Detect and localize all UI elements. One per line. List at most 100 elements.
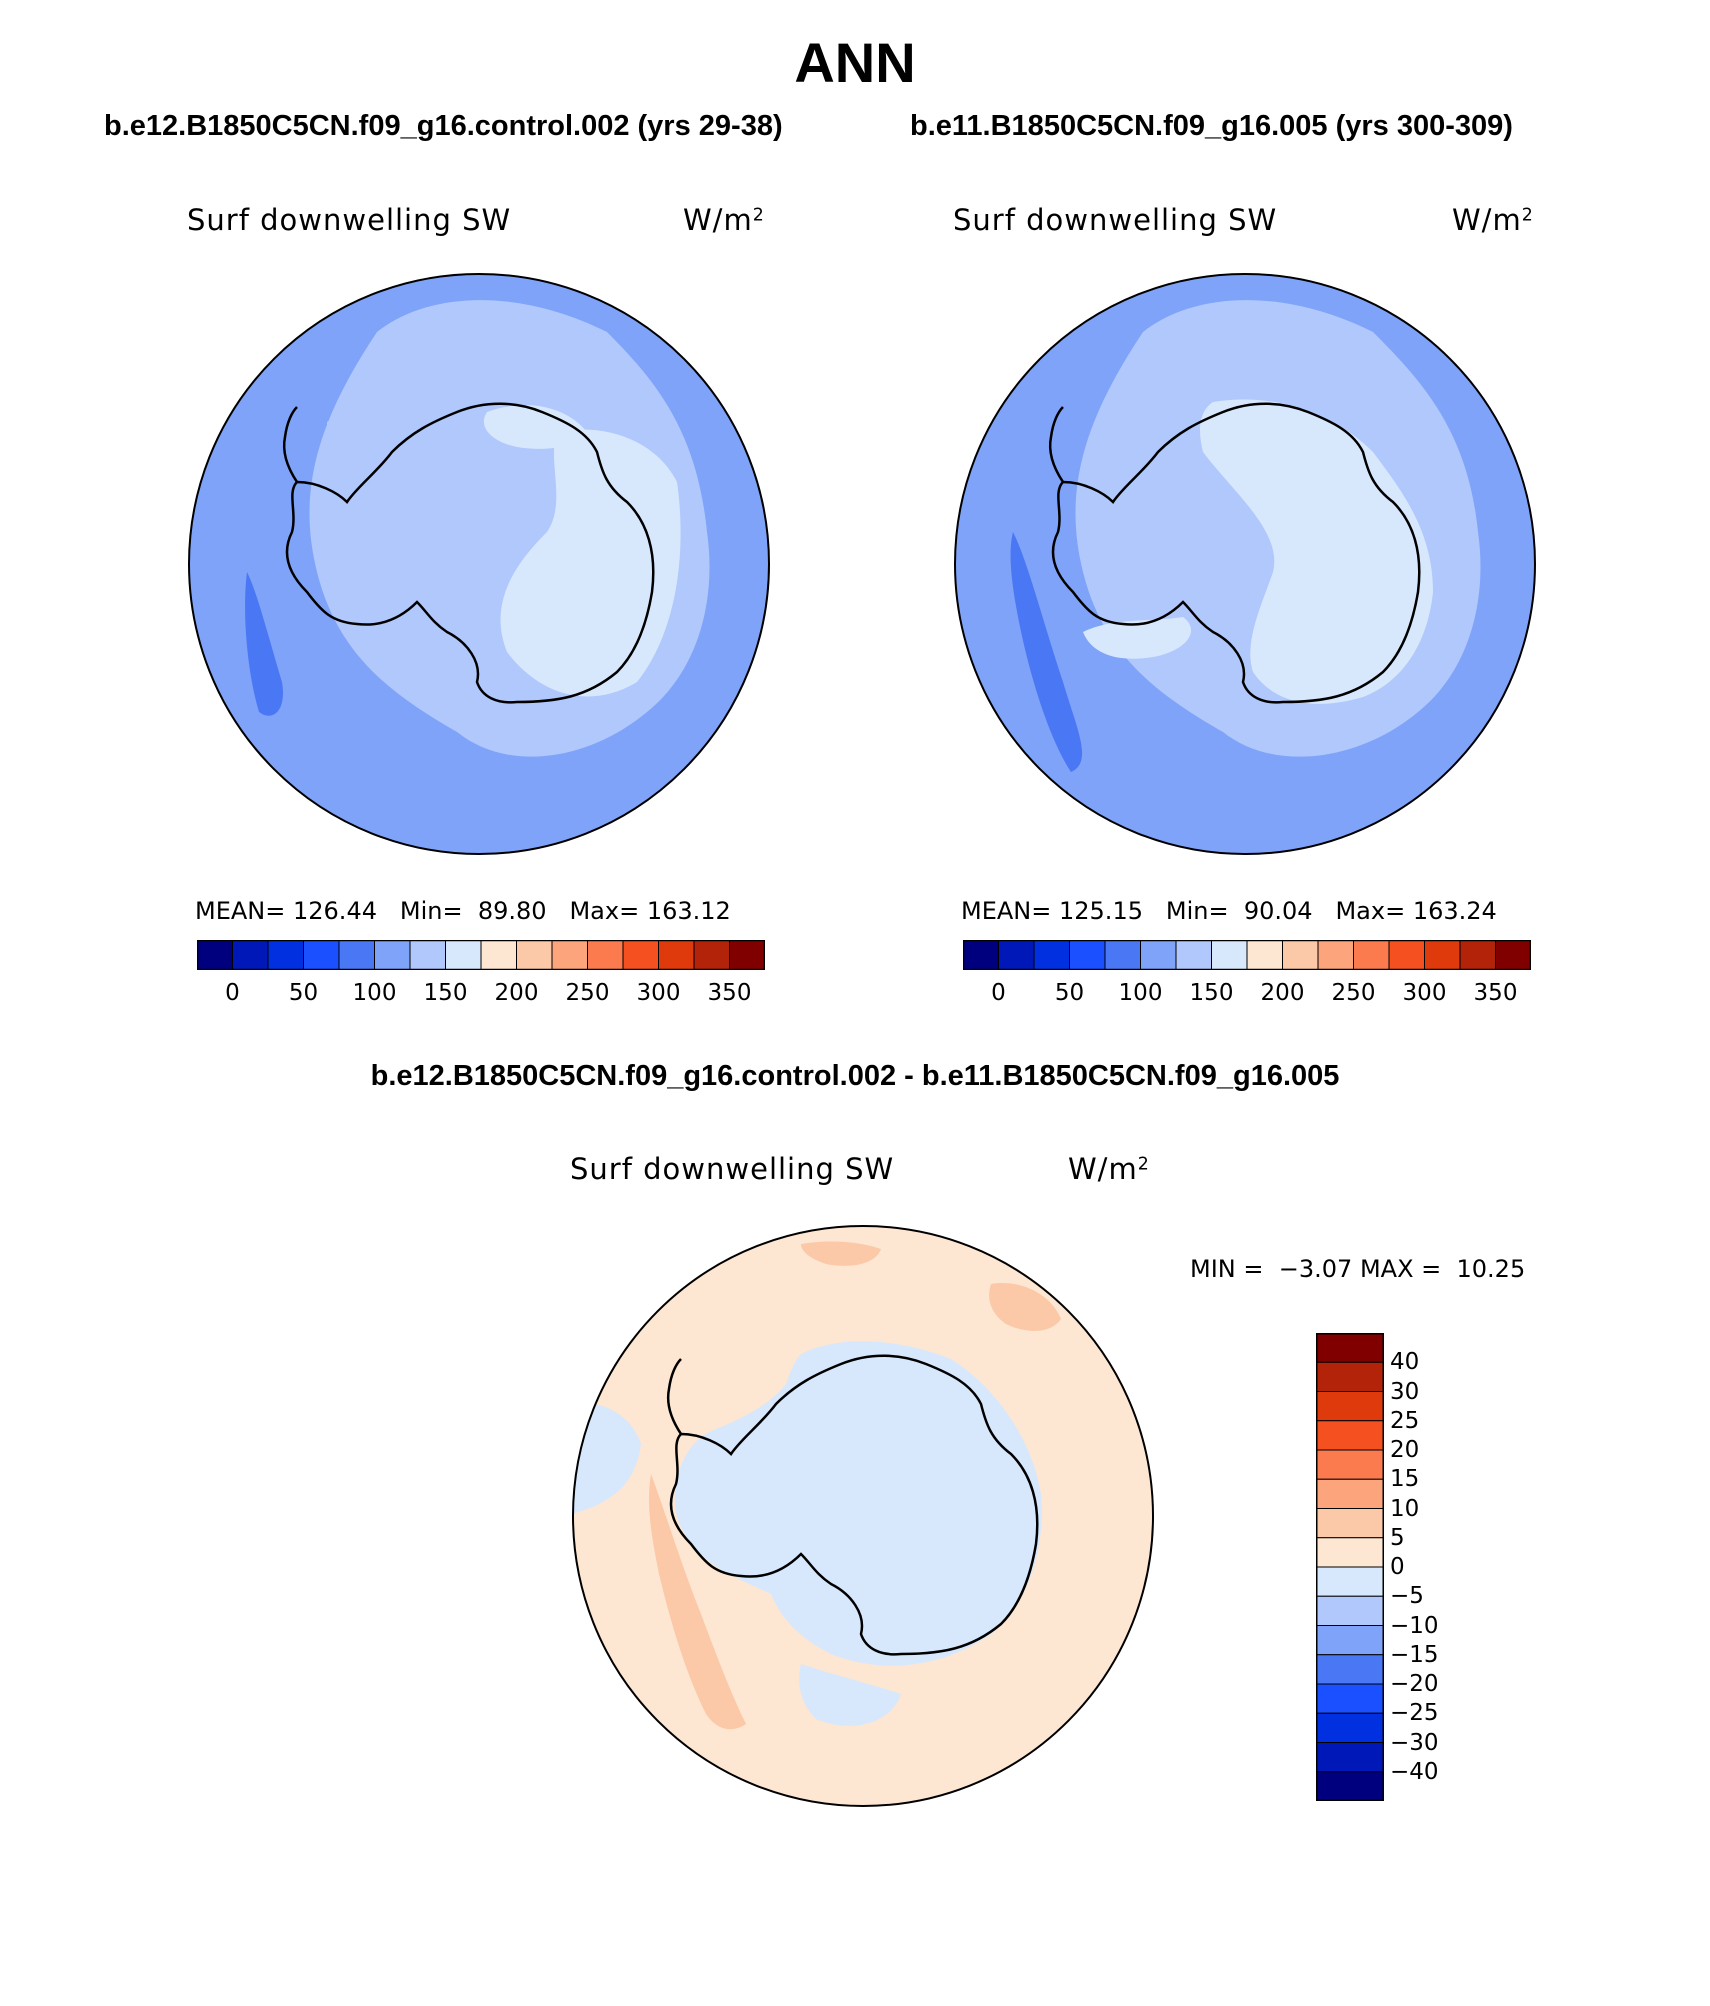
stats-left: MEAN= 126.44 Min= 89.80 Max= 163.12 <box>195 897 731 925</box>
colorbar-tick-label: 25 <box>1390 1407 1420 1434</box>
colorbar-frame <box>963 940 1531 970</box>
units-label-right: W/m2 <box>1452 203 1534 237</box>
coastline <box>285 402 655 704</box>
peninsula <box>1048 406 1065 483</box>
colorbar-box <box>1316 1712 1384 1743</box>
colorbar-box <box>409 940 446 970</box>
colorbar-tick-label: −15 <box>1390 1641 1439 1668</box>
colorbar-box <box>1175 940 1212 970</box>
colorbar-tick-label: 40 <box>1390 1349 1420 1376</box>
map-border <box>188 273 770 855</box>
colorbar-ticks-left: 0 50 100 150 200 250 300 350 <box>197 980 765 1010</box>
colorbar-box <box>1316 1683 1384 1714</box>
colorbar-tick-label: 350 <box>707 980 752 1006</box>
colorbar-tick-label: 5 <box>1390 1524 1405 1551</box>
low-pocket <box>1010 532 1083 772</box>
colorbar-frame <box>197 940 765 970</box>
diff-positive-patch-ne <box>989 1283 1061 1331</box>
colorbar-tick-label: 250 <box>1331 980 1376 1006</box>
colorbar-box <box>1495 940 1531 970</box>
colorbar-box <box>1316 1361 1384 1392</box>
colorbar-left <box>197 940 765 970</box>
plateau-field <box>1200 399 1433 704</box>
map-border <box>572 1225 1154 1807</box>
colorbar-tick-label: −40 <box>1390 1758 1439 1785</box>
plateau-field-east <box>500 429 681 697</box>
colorbar-box <box>374 940 411 970</box>
colorbar-box <box>1316 1771 1384 1801</box>
coastline <box>669 1354 1039 1656</box>
colorbar-tick-label: 300 <box>636 980 681 1006</box>
colorbar-box <box>1316 1508 1384 1539</box>
colorbar-box <box>587 940 624 970</box>
stats-diff: MIN = −3.07 MAX = 10.25 <box>1190 1255 1526 1283</box>
colorbar-tick-label: 50 <box>1054 980 1085 1006</box>
colorbar-tick-label: 20 <box>1390 1437 1420 1463</box>
stats-right: MEAN= 125.15 Min= 90.04 Max= 163.24 <box>961 897 1497 925</box>
colorbar-diff <box>1316 1333 1384 1801</box>
colorbar-box <box>516 940 553 970</box>
diff-negative-west <box>573 1403 641 1514</box>
colorbar-box <box>1316 1625 1384 1656</box>
diff-negative-south <box>799 1664 901 1726</box>
colorbar-tick-label: 150 <box>1189 980 1234 1006</box>
colorbar-box <box>1211 940 1248 970</box>
polar-map-left <box>188 273 770 855</box>
colorbar-box <box>1033 940 1070 970</box>
low-pocket <box>245 572 283 716</box>
colorbar-tick-label: −10 <box>1390 1612 1439 1639</box>
colorbar-tick-label: −25 <box>1390 1700 1439 1727</box>
colorbar-tick-label: 200 <box>1260 980 1305 1006</box>
colorbar-box <box>998 940 1035 970</box>
colorbar-tick-label: 200 <box>494 980 539 1006</box>
colorbar-box <box>1317 940 1354 970</box>
colorbar-box <box>1316 1333 1384 1363</box>
coastline <box>1051 402 1421 704</box>
colorbar-tick-label: 300 <box>1402 980 1447 1006</box>
colorbar-tick-label: −20 <box>1390 1671 1439 1697</box>
colorbar-box <box>551 940 588 970</box>
colorbar-tick-label: 150 <box>423 980 468 1006</box>
colorbar-box <box>1316 1537 1384 1568</box>
case-title-right: b.e11.B1850C5CN.f09_g16.005 (yrs 300-309… <box>910 110 1513 142</box>
colorbar-box <box>1069 940 1106 970</box>
polar-map-right <box>954 273 1536 855</box>
colorbar-box <box>1353 940 1390 970</box>
colorbar-box <box>963 940 999 970</box>
colorbar-box <box>1316 1391 1384 1422</box>
colorbar-box <box>1424 940 1461 970</box>
peninsula <box>282 406 299 483</box>
map-border <box>954 273 1536 855</box>
colorbar-box <box>729 940 765 970</box>
diff-positive-band-west <box>648 1474 746 1730</box>
ring-extension <box>327 411 397 468</box>
colorbar-box <box>693 940 730 970</box>
colorbar-box <box>658 940 695 970</box>
units-label-left: W/m2 <box>683 203 765 237</box>
colorbar-box <box>1388 940 1425 970</box>
colorbar-box <box>1104 940 1141 970</box>
colorbar-box <box>1316 1595 1384 1626</box>
colorbar-ticks-right: 0 50 100 150 200 250 300 350 <box>963 980 1531 1010</box>
colorbar-tick-label: 30 <box>1390 1378 1420 1405</box>
colorbar-box <box>445 940 482 970</box>
units-label-diff: W/m2 <box>1068 1152 1150 1186</box>
colorbar-tick-label: 250 <box>565 980 610 1006</box>
colorbar-tick-label: 10 <box>1390 1495 1420 1522</box>
colorbar-box <box>1140 940 1177 970</box>
colorbar-box <box>1316 1420 1384 1451</box>
colorbar-box <box>1316 1742 1384 1773</box>
colorbar-frame <box>1316 1333 1384 1801</box>
case-title-left: b.e12.B1850C5CN.f09_g16.control.002 (yrs… <box>104 110 783 142</box>
plateau-field-north <box>483 404 587 449</box>
diff-positive-patch-n <box>801 1241 881 1266</box>
variable-label-left: Surf downwelling SW <box>187 203 512 237</box>
colorbar-box <box>1316 1654 1384 1685</box>
colorbar-box <box>622 940 659 970</box>
colorbar-box <box>303 940 340 970</box>
colorbar-box <box>1282 940 1319 970</box>
colorbar-box <box>1316 1449 1384 1480</box>
plateau-field-south <box>1083 617 1192 659</box>
colorbar-right <box>963 940 1531 970</box>
colorbar-box <box>197 940 233 970</box>
